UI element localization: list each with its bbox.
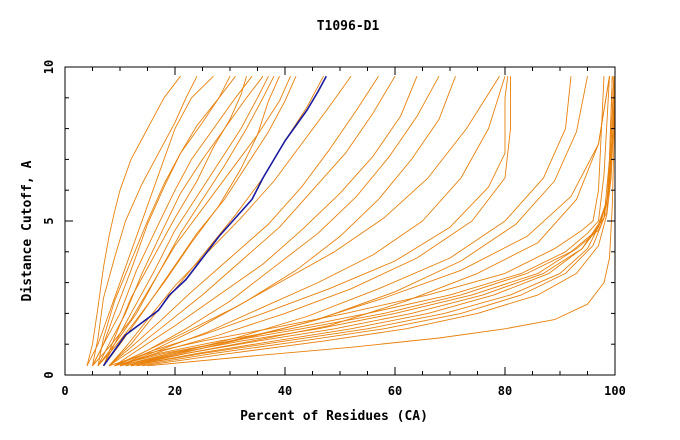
model-series-line-26 <box>114 76 610 367</box>
y-tick-label-0: 0 <box>42 371 56 378</box>
model-series-line-15 <box>114 75 440 367</box>
model-series-line-37 <box>97 75 231 366</box>
model-series-line-10 <box>108 75 324 367</box>
x-tick-label-20: 20 <box>168 384 182 398</box>
model-series-line-6 <box>103 75 275 367</box>
model-series-line-35 <box>86 75 181 366</box>
model-series-line-32 <box>136 76 616 367</box>
model-series-line-3 <box>92 75 253 367</box>
model-series-line-31 <box>130 76 616 367</box>
chart-title: T1096-D1 <box>317 19 380 34</box>
model-series-line-33 <box>141 76 616 367</box>
x-tick-label-80: 80 <box>498 384 512 398</box>
model-series-line-23 <box>119 76 610 367</box>
x-tick-label-40: 40 <box>278 384 292 398</box>
model-series-line-34 <box>147 76 616 367</box>
model-series-line-16 <box>119 76 456 367</box>
model-series-line-8 <box>97 76 280 367</box>
y-tick-label-5: 5 <box>42 217 56 224</box>
tick-layer: 0 20 40 60 80 100 0 5 10 <box>42 60 626 398</box>
model-series-line-2 <box>92 75 236 367</box>
x-tick-label-0: 0 <box>61 384 68 398</box>
series-layer <box>86 75 616 367</box>
model-series-line-28 <box>119 76 613 367</box>
highlight-series-line <box>102 75 328 367</box>
model-series-line-20 <box>119 76 511 367</box>
model-series-line-18 <box>119 76 506 367</box>
model-series-line-1 <box>86 75 214 367</box>
x-axis-label: Percent of Residues (CA) <box>240 409 428 424</box>
model-series-line-4 <box>97 75 264 367</box>
x-tick-label-100: 100 <box>604 384 626 398</box>
model-series-line-9 <box>92 76 291 367</box>
y-tick-label-10: 10 <box>42 60 56 74</box>
model-series-line-38 <box>103 76 247 366</box>
model-series-line-14 <box>114 76 418 367</box>
model-series-line-13 <box>108 75 396 367</box>
x-tick-label-60: 60 <box>388 384 402 398</box>
model-series-line-17 <box>114 75 500 367</box>
model-series-line-22 <box>125 76 588 367</box>
model-series-line-12 <box>108 75 379 367</box>
model-series-line-25 <box>108 76 605 367</box>
model-series-line-11 <box>108 75 352 367</box>
y-axis-label: Distance Cutoff, A <box>20 160 35 301</box>
model-series-line-19 <box>114 76 509 367</box>
model-series-line-24 <box>130 76 610 367</box>
model-series-line-36 <box>92 75 198 366</box>
model-series-line-5 <box>97 75 269 367</box>
